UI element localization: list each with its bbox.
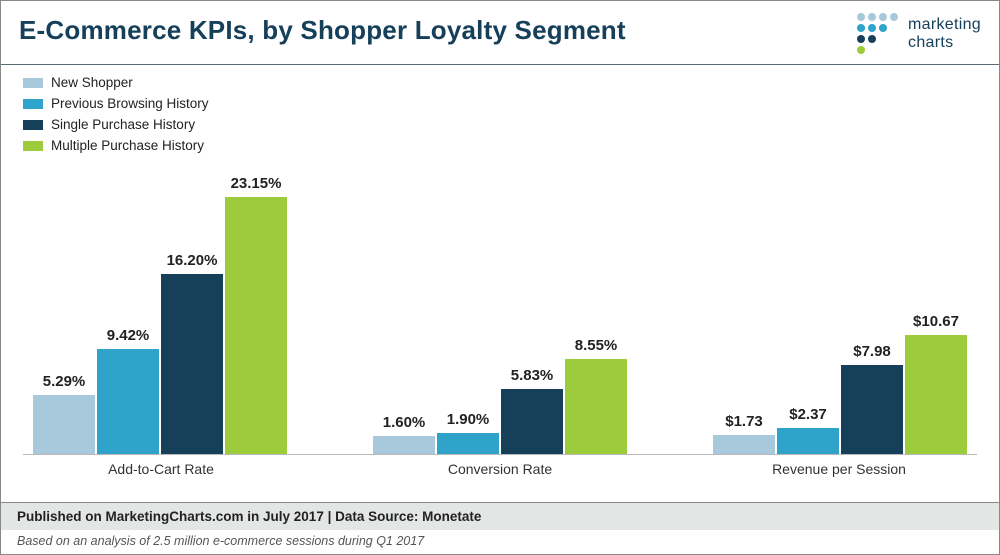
footer-source: Published on MarketingCharts.com in July… <box>1 502 999 530</box>
footer: Published on MarketingCharts.com in July… <box>1 502 999 554</box>
bar-value-label: 9.42% <box>107 327 150 344</box>
bar-value-label: 8.55% <box>575 337 618 354</box>
bar-group: 1.60%1.90%5.83%8.55% <box>373 359 627 454</box>
chart-container: E-Commerce KPIs, by Shopper Loyalty Segm… <box>0 0 1000 555</box>
chart-title: E-Commerce KPIs, by Shopper Loyalty Segm… <box>19 11 626 46</box>
bar: $7.98 <box>841 365 903 454</box>
legend-item: Previous Browsing History <box>23 96 977 111</box>
bar-value-label: $10.67 <box>913 313 959 330</box>
logo-text: marketing charts <box>908 16 981 51</box>
bar: 1.90% <box>437 433 499 454</box>
bar-value-label: $1.73 <box>725 413 763 430</box>
legend-label: Previous Browsing History <box>51 96 209 111</box>
legend-swatch <box>23 120 43 130</box>
bar-value-label: 5.83% <box>511 367 554 384</box>
bar: 8.55% <box>565 359 627 454</box>
logo-line-1: marketing <box>908 16 981 34</box>
bar-group: 5.29%9.42%16.20%23.15% <box>33 197 287 454</box>
bar: $10.67 <box>905 335 967 454</box>
legend-item: New Shopper <box>23 75 977 90</box>
bar-value-label: 16.20% <box>167 252 218 269</box>
x-axis-label: Conversion Rate <box>372 461 628 477</box>
bar: 23.15% <box>225 197 287 454</box>
legend-item: Single Purchase History <box>23 117 977 132</box>
legend: New Shopper Previous Browsing History Sing… <box>1 65 999 153</box>
logo-line-2: charts <box>908 34 981 52</box>
legend-label: Single Purchase History <box>51 117 195 132</box>
legend-item: Multiple Purchase History <box>23 138 977 153</box>
bar-group: $1.73$2.37$7.98$10.67 <box>713 335 967 454</box>
x-axis-label: Add-to-Cart Rate <box>33 461 289 477</box>
header: E-Commerce KPIs, by Shopper Loyalty Segm… <box>1 1 999 60</box>
legend-label: New Shopper <box>51 75 133 90</box>
bar-chart: 5.29%9.42%16.20%23.15%1.60%1.90%5.83%8.5… <box>23 155 977 455</box>
bar-value-label: 1.90% <box>447 411 490 428</box>
bar: $2.37 <box>777 428 839 454</box>
bar-value-label: $2.37 <box>789 406 827 423</box>
bar: 1.60% <box>373 436 435 454</box>
footer-note: Based on an analysis of 2.5 million e-co… <box>1 530 999 554</box>
legend-swatch <box>23 99 43 109</box>
logo-dots-icon <box>857 13 898 54</box>
bar: 16.20% <box>161 274 223 454</box>
bar-value-label: 1.60% <box>383 414 426 431</box>
x-axis-label: Revenue per Session <box>711 461 967 477</box>
x-axis-labels: Add-to-Cart Rate Conversion Rate Revenue p… <box>23 461 977 477</box>
bar: $1.73 <box>713 435 775 454</box>
legend-swatch <box>23 78 43 88</box>
bar: 5.29% <box>33 395 95 454</box>
legend-label: Multiple Purchase History <box>51 138 204 153</box>
legend-swatch <box>23 141 43 151</box>
bar-value-label: 23.15% <box>231 175 282 192</box>
bar-value-label: 5.29% <box>43 373 86 390</box>
logo: marketing charts <box>857 11 981 54</box>
bar: 9.42% <box>97 349 159 454</box>
bar-value-label: $7.98 <box>853 343 891 360</box>
bar: 5.83% <box>501 389 563 454</box>
